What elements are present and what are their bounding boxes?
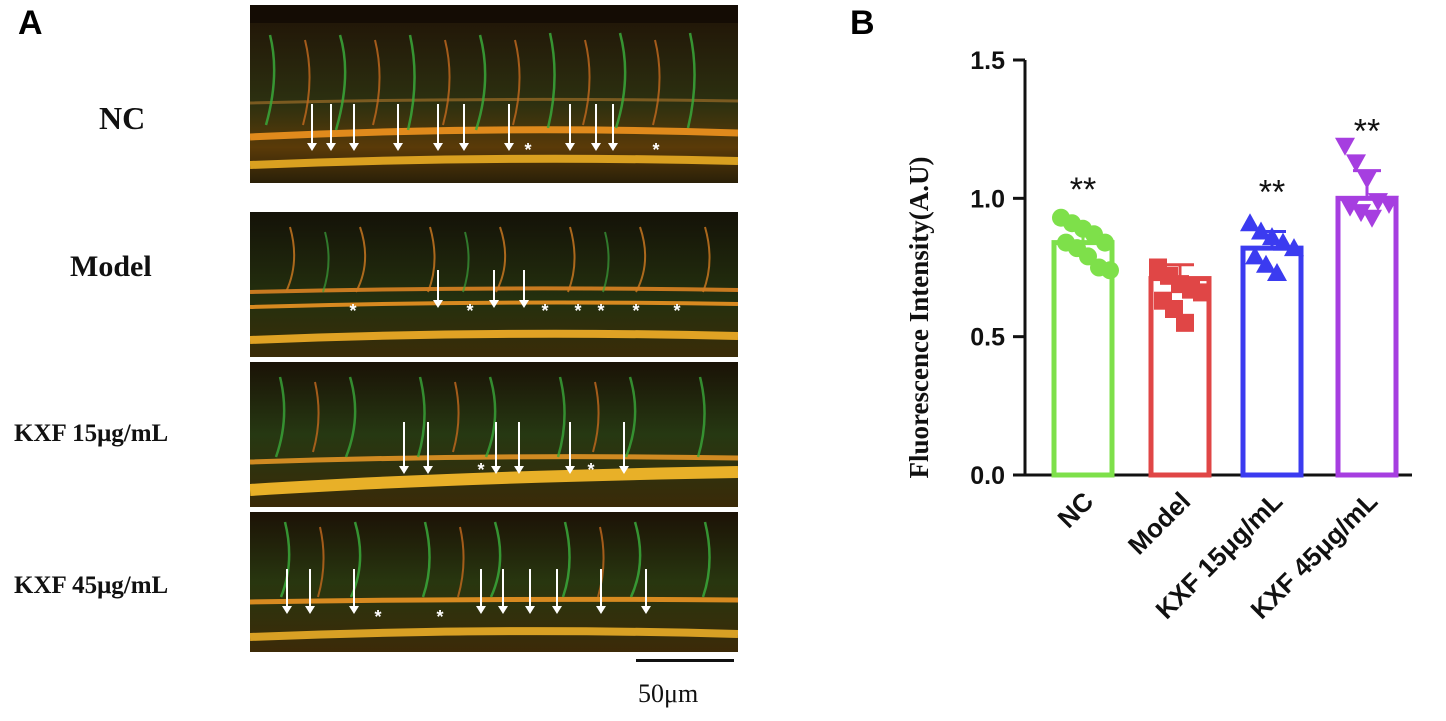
y-tick-label: 0.0	[970, 462, 1005, 490]
data-point	[1379, 195, 1399, 214]
annotation-asterisk: *	[374, 607, 381, 627]
data-point	[1340, 198, 1360, 217]
data-point	[1101, 261, 1119, 280]
annotation-asterisk: *	[349, 301, 356, 321]
annotation-asterisk: *	[524, 140, 531, 160]
bar	[1240, 245, 1304, 478]
data-point	[1335, 137, 1355, 156]
annotation-asterisk: *	[436, 607, 443, 627]
annotation-arrowhead	[476, 606, 486, 614]
annotation-arrowhead	[423, 466, 433, 474]
annotation-asterisk: *	[632, 301, 639, 321]
annotation-arrowhead	[525, 606, 535, 614]
data-point	[1193, 283, 1211, 302]
annotation-arrowhead	[433, 300, 443, 308]
annotation-arrowhead	[489, 300, 499, 308]
annotation-arrowhead	[305, 606, 315, 614]
micrograph-nc	[250, 5, 738, 183]
bar	[1051, 240, 1115, 478]
annotation-arrowhead	[349, 143, 359, 151]
annotation-arrowhead	[433, 143, 443, 151]
annotation-asterisk: *	[541, 301, 548, 321]
annotation-asterisk: *	[673, 301, 680, 321]
data-point	[1357, 170, 1377, 189]
annotation-arrowhead	[491, 466, 501, 474]
annotation-arrowhead	[565, 466, 575, 474]
data-point	[1273, 232, 1293, 251]
data-point	[1251, 221, 1271, 240]
panel-a-letter: A	[18, 4, 43, 42]
significance-label: **	[1259, 174, 1285, 212]
significance-label: **	[1354, 113, 1380, 151]
data-point	[1176, 313, 1194, 332]
annotation-asterisk: *	[574, 301, 581, 321]
data-point	[1267, 263, 1287, 282]
data-point	[1284, 238, 1304, 257]
annotation-asterisk: *	[466, 301, 473, 321]
micrograph-kxf45	[250, 512, 738, 652]
x-tick-label: Model	[1122, 486, 1196, 560]
data-point	[1079, 247, 1097, 266]
data-point	[1346, 154, 1366, 173]
annotation-arrowhead	[565, 143, 575, 151]
annotation-arrowhead	[596, 606, 606, 614]
data-point	[1362, 209, 1382, 228]
data-point	[1351, 204, 1371, 223]
annotation-asterisk: *	[597, 301, 604, 321]
annotation-arrowhead	[608, 143, 618, 151]
annotation-arrowhead	[504, 143, 514, 151]
data-point	[1096, 233, 1114, 252]
row-label-nc: NC	[99, 100, 146, 136]
annotation-asterisk: *	[652, 140, 659, 160]
annotation-arrowhead	[552, 606, 562, 614]
row-label-kxf45: KXF 45μg/mL	[14, 572, 169, 599]
bar	[1335, 195, 1399, 478]
annotation-arrowhead	[326, 143, 336, 151]
annotation-asterisk: *	[477, 460, 484, 480]
annotation-arrowhead	[282, 606, 292, 614]
annotation-arrowhead	[349, 606, 359, 614]
data-point	[1262, 227, 1282, 246]
y-axis-label: Fluorescence Intensity(A.U)	[904, 157, 934, 479]
significance-label: **	[1070, 171, 1096, 209]
data-point	[1256, 254, 1276, 273]
annotation-asterisk: *	[587, 460, 594, 480]
row-label-kxf15: KXF 15μg/mL	[14, 420, 169, 447]
micrograph-annotations: * * * * * * * * * * * * *	[0, 0, 760, 721]
annotation-arrowhead	[459, 143, 469, 151]
annotation-arrowhead	[307, 143, 317, 151]
annotation-arrowhead	[514, 466, 524, 474]
panel-b-letter: B	[850, 4, 875, 42]
row-label-model: Model	[70, 250, 152, 283]
scale-bar	[636, 659, 734, 662]
annotation-arrowhead	[619, 466, 629, 474]
y-tick-label: 1.5	[970, 47, 1005, 75]
scale-bar-label: 50μm	[638, 679, 699, 708]
annotation-arrowhead	[498, 606, 508, 614]
data-point	[1240, 213, 1260, 232]
x-tick-label: NC	[1051, 486, 1099, 534]
annotation-arrowhead	[641, 606, 651, 614]
annotation-arrowhead	[399, 466, 409, 474]
annotation-arrowhead	[393, 143, 403, 151]
annotation-arrowhead	[519, 300, 529, 308]
data-point	[1165, 300, 1183, 318]
annotation-arrowhead	[591, 143, 601, 151]
data-point	[1245, 246, 1265, 265]
y-tick-label: 0.5	[970, 324, 1005, 352]
micrograph-kxf15	[250, 362, 738, 507]
y-tick-label: 1.0	[970, 185, 1005, 213]
